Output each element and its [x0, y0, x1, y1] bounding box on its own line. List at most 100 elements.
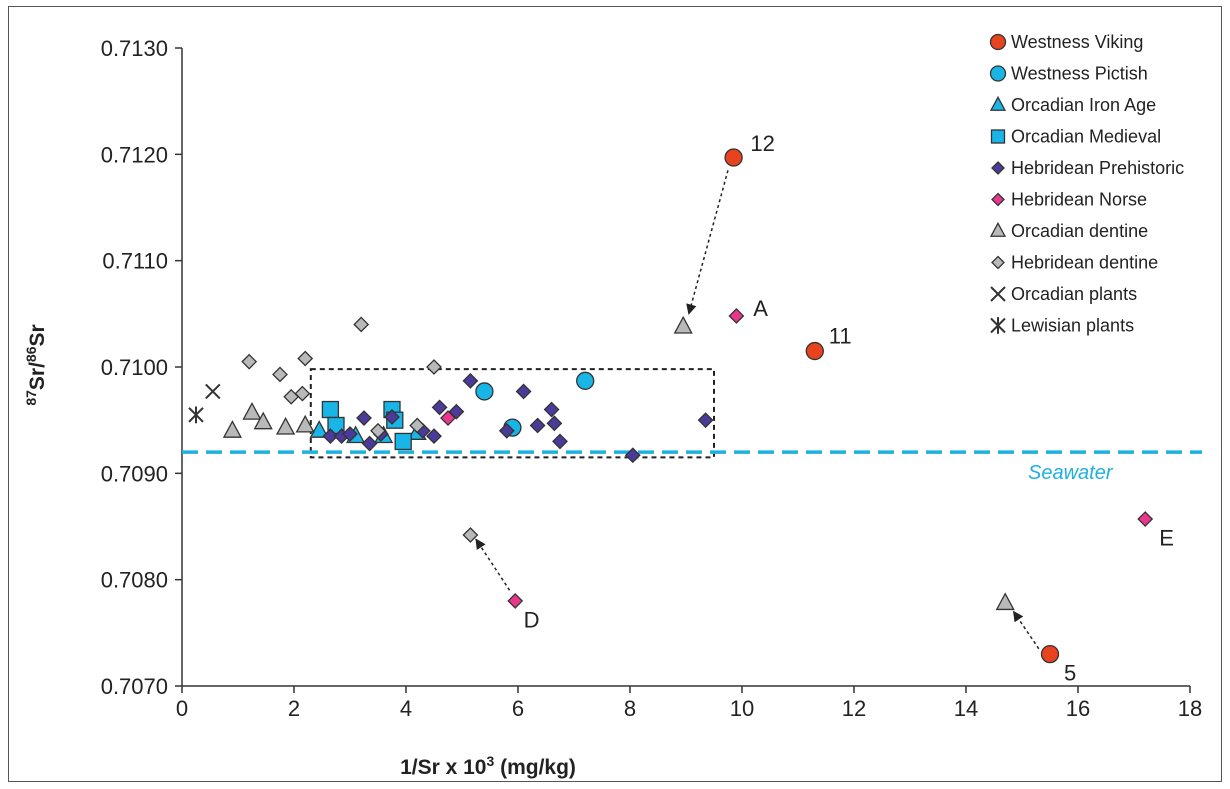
data-point [297, 350, 314, 367]
legend-marker [991, 161, 1005, 175]
data-point [295, 414, 315, 433]
data-point [507, 593, 524, 609]
data-point [728, 308, 745, 324]
y-tick-label: 0.7070 [101, 674, 168, 699]
data-point [546, 415, 563, 432]
dashed-box [309, 368, 715, 459]
data-point [370, 422, 386, 439]
legend-marker [989, 221, 1007, 237]
seawater-line: Seawater [182, 450, 1202, 484]
legend-label: Hebridean dentine [1011, 253, 1158, 273]
data-point [356, 410, 372, 426]
data-point [253, 411, 273, 430]
data-point [361, 435, 378, 452]
legend-marker [990, 286, 1006, 302]
data-point [805, 341, 824, 361]
data-point [342, 426, 358, 442]
data-point [321, 400, 340, 419]
data-point [327, 416, 345, 435]
data-point [426, 359, 442, 375]
data-point [353, 316, 370, 333]
data-point [624, 447, 641, 464]
data-point [272, 366, 288, 383]
legend-label: Westness Pictish [1011, 64, 1148, 84]
seawater-label: Seawater [1028, 462, 1114, 484]
legend-marker [991, 255, 1005, 270]
data-point [576, 371, 595, 390]
figure-frame [8, 6, 1222, 782]
y-tick-label: 0.7080 [101, 568, 168, 593]
data-point [1137, 511, 1154, 527]
legend-marker [990, 317, 1006, 334]
dotted-arrow [1012, 610, 1040, 650]
legend-label: Orcadian Medieval [1011, 127, 1161, 147]
legend-label: Orcadian plants [1011, 284, 1137, 304]
data-point [462, 372, 479, 389]
data-point [394, 432, 412, 451]
x-tick-label: 10 [730, 696, 754, 721]
data-point [283, 388, 300, 405]
x-tick-label: 0 [176, 696, 188, 721]
data-point [205, 383, 221, 400]
data-point [440, 410, 456, 426]
x-tick-label: 8 [624, 696, 636, 721]
x-tick-label: 16 [1066, 696, 1090, 721]
arrows [475, 170, 1040, 650]
legend-label: Hebridean Norse [1011, 190, 1147, 210]
legend-marker [989, 65, 1007, 82]
point-annotation: D [524, 608, 540, 633]
legend-marker [989, 33, 1007, 51]
data-point [543, 401, 560, 418]
data-point [995, 592, 1015, 611]
legend-label: Orcadian Iron Age [1011, 95, 1156, 115]
y-axis-title: 87Sr/86Sr [23, 324, 49, 405]
x-tick-label: 18 [1178, 696, 1202, 721]
x-tick-label: 2 [288, 696, 300, 721]
data-point [309, 420, 329, 438]
legend-label: Hebridean Prehistoric [1011, 158, 1184, 178]
x-tick-label: 6 [512, 696, 524, 721]
point-annotation: A [753, 296, 768, 321]
data-point [222, 420, 242, 438]
legend-marker [991, 192, 1005, 207]
data-point [188, 406, 204, 424]
data-point [462, 527, 479, 543]
point-annotation: E [1159, 526, 1174, 551]
data-point [697, 412, 714, 429]
y-tick-label: 0.7120 [101, 142, 168, 167]
legend-marker [990, 129, 1006, 144]
y-tick-label: 0.7090 [101, 461, 168, 486]
legend-marker [989, 95, 1007, 111]
dotted-arrow [475, 538, 511, 591]
data-point [242, 402, 262, 420]
data-point [409, 417, 426, 434]
dotted-arrow [686, 170, 729, 315]
data-point [673, 315, 693, 334]
data-point [384, 409, 400, 425]
data-point [431, 399, 448, 416]
data-point [724, 148, 743, 167]
data-point [426, 428, 442, 445]
legend-label: Westness Viking [1011, 32, 1143, 52]
data-point [294, 385, 311, 402]
legend-label: Lewisian plants [1011, 316, 1134, 336]
x-tick-label: 14 [954, 696, 978, 721]
range-box [309, 368, 715, 459]
point-annotation: 11 [829, 324, 852, 349]
data-point [529, 417, 546, 434]
legend: Westness Viking Westness Pictish Orcadian … [989, 32, 1184, 336]
legend-label: Orcadian dentine [1011, 221, 1148, 241]
data-points [188, 148, 1154, 664]
data-point [515, 383, 532, 400]
y-tick-label: 0.7110 [102, 249, 168, 274]
y-tick-label: 0.7100 [101, 355, 168, 380]
annotations: 12 A 11 E D 5 [524, 131, 1174, 686]
y-tick-label: 0.7130 [101, 36, 168, 61]
data-point [498, 422, 515, 439]
axes: 0 2 4 6 8 10 12 14 16 18 0.7070 0.7080 0.7090 0.7100 0… [101, 36, 1203, 721]
data-point [322, 428, 339, 445]
data-point [241, 353, 258, 370]
x-axis-title: 1/Sr x 103 (mg/kg) [400, 753, 576, 779]
x-tick-label: 4 [400, 696, 412, 721]
